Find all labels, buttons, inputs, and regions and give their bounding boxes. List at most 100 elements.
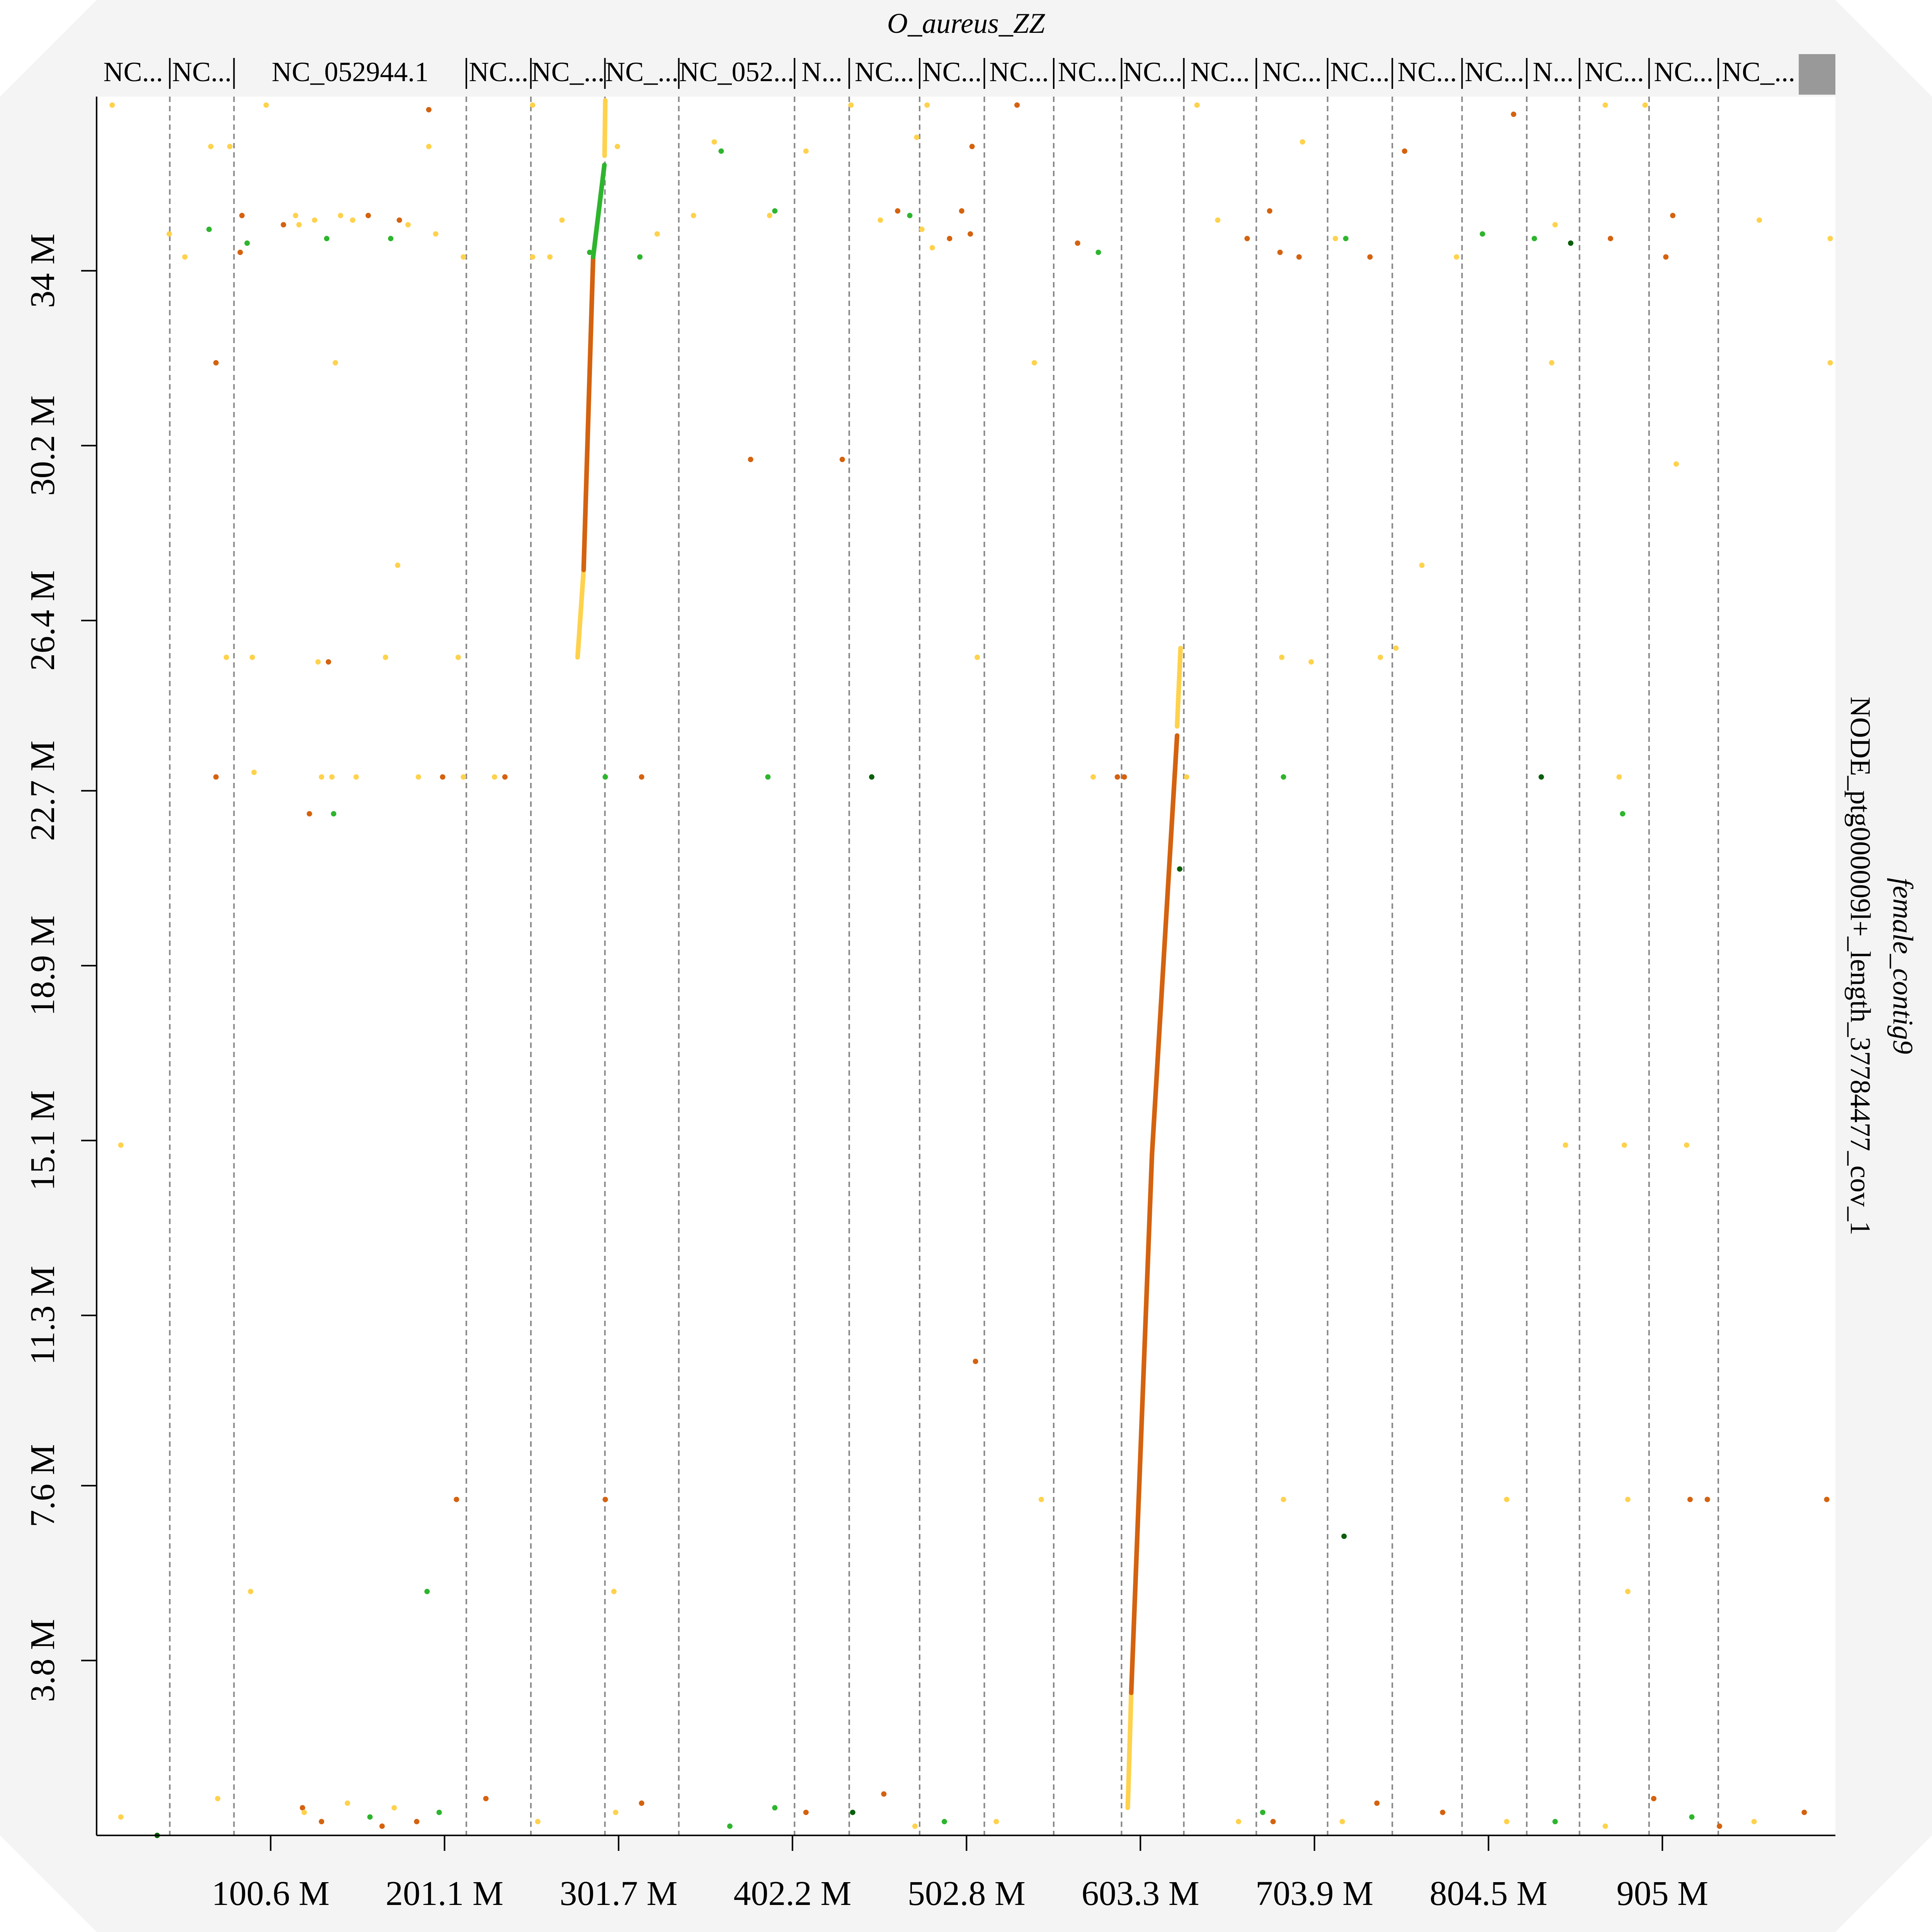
alignment-point <box>1299 139 1305 145</box>
alignment-point <box>167 231 172 237</box>
alignment-point <box>969 144 975 150</box>
x-tick-label: 502.8 M <box>908 1874 1026 1913</box>
chromosome-label: NC... <box>1190 56 1250 87</box>
alignment-point <box>530 254 536 260</box>
alignment-point <box>332 360 338 366</box>
alignment-point <box>1341 1533 1347 1539</box>
alignment-point <box>319 774 325 780</box>
alignment-point <box>914 134 920 140</box>
alignment-point <box>1236 1819 1242 1825</box>
y-tick-label: 22.7 M <box>24 740 62 841</box>
x-tick-label: 301.7 M <box>560 1874 677 1913</box>
alignment-point <box>1095 250 1101 255</box>
alignment-point <box>1440 1810 1446 1815</box>
alignment-point <box>244 240 250 246</box>
alignment-point <box>483 1796 489 1801</box>
chromosome-header: NC... NC... NC_052944.1 NC... NC_... NC_... NC… <box>104 56 1795 89</box>
alignment-point <box>1260 1810 1265 1815</box>
alignment-point <box>1563 1142 1568 1148</box>
plot-area[interactable] <box>97 97 1835 1835</box>
alignment-point <box>1402 148 1408 154</box>
chromosome-label: NC... <box>469 56 528 87</box>
alignment-point <box>306 811 312 817</box>
chromosome-label: NC... <box>922 56 982 87</box>
alignment-point <box>929 245 935 251</box>
alignment-point <box>1339 1819 1345 1825</box>
chromosome-label: NC_... <box>605 56 679 87</box>
alignment-point <box>1038 1497 1044 1502</box>
chromosome-label: NC... <box>1262 56 1322 87</box>
alignment-point <box>227 144 233 150</box>
alignment-point <box>461 774 466 780</box>
alignment-point <box>1687 1497 1693 1502</box>
chromosome-label: NC_... <box>531 56 605 87</box>
alignment-point <box>1568 240 1573 246</box>
alignment-point <box>237 250 243 255</box>
alignment-point <box>1684 1142 1689 1148</box>
alignment-point <box>639 1800 645 1806</box>
alignment-point <box>461 254 466 260</box>
alignment-point <box>1625 1497 1631 1502</box>
alignment-point <box>1689 1814 1695 1820</box>
alignment-point <box>993 1819 999 1825</box>
chromosome-label: NC... <box>104 56 163 87</box>
alignment-point <box>426 144 432 150</box>
alignment-point <box>602 774 608 780</box>
alignment-point <box>1552 1819 1558 1825</box>
alignment-point <box>213 360 219 366</box>
alignment-point <box>547 254 553 260</box>
alignment-point <box>1374 1800 1380 1806</box>
alignment-point <box>850 1810 855 1815</box>
y-tick-label: 11.3 M <box>24 1266 62 1365</box>
alignment-point <box>1367 254 1373 260</box>
alignment-point <box>654 231 660 237</box>
alignment-point <box>353 774 359 780</box>
chromosome-dividers <box>169 97 1719 1835</box>
alignment-point <box>1621 1142 1627 1148</box>
alignment-point <box>315 659 321 665</box>
y-tick-label: 18.9 M <box>24 915 62 1016</box>
chromosome-label: NC... <box>989 56 1049 87</box>
alignment-point <box>251 769 257 775</box>
alignment-point <box>433 231 439 237</box>
chromosome-label: NC_052944.1 <box>272 56 429 87</box>
alignment-point <box>379 1823 385 1829</box>
alignment-point <box>1378 655 1383 660</box>
alignment-point <box>182 254 188 260</box>
alignment-point <box>329 774 335 780</box>
alignment-point <box>1827 360 1833 366</box>
alignment-point <box>331 811 337 817</box>
alignment-point <box>803 148 809 154</box>
alignment-point <box>312 217 318 223</box>
alignment-point <box>869 774 874 780</box>
alignment-point <box>1281 774 1286 780</box>
x-tick-label: 201.1 M <box>386 1874 503 1913</box>
alignment-point <box>611 1588 617 1594</box>
alignment-point <box>1031 360 1037 366</box>
chromosome-label: NC... <box>1654 56 1713 87</box>
alignment-point <box>1332 236 1338 242</box>
alignment-point <box>383 655 388 660</box>
y-tick-label: 26.4 M <box>24 570 62 671</box>
alignment-point <box>1552 222 1558 228</box>
alignment-point <box>1114 774 1120 780</box>
alignment-point <box>881 1791 887 1797</box>
alignment-point <box>613 1810 619 1815</box>
alignment-point <box>1827 236 1833 242</box>
alignment-point <box>440 774 446 780</box>
y-tick-label: 30.2 M <box>24 395 62 496</box>
chromosome-label: N... <box>801 56 842 87</box>
alignment-point <box>1454 254 1459 260</box>
alignment-point <box>912 1823 918 1829</box>
alignment-segment <box>581 254 596 572</box>
y-tick-label: 3.8 M <box>24 1619 62 1702</box>
alignment-point <box>492 774 497 780</box>
alignment-point <box>1267 208 1272 214</box>
alignment-point <box>947 236 952 242</box>
alignment-point <box>1308 659 1314 665</box>
alignment-point <box>118 1814 124 1820</box>
x-tick-label: 703.9 M <box>1255 1874 1373 1913</box>
chromosome-label: NC... <box>172 56 231 87</box>
alignment-point <box>396 217 402 223</box>
